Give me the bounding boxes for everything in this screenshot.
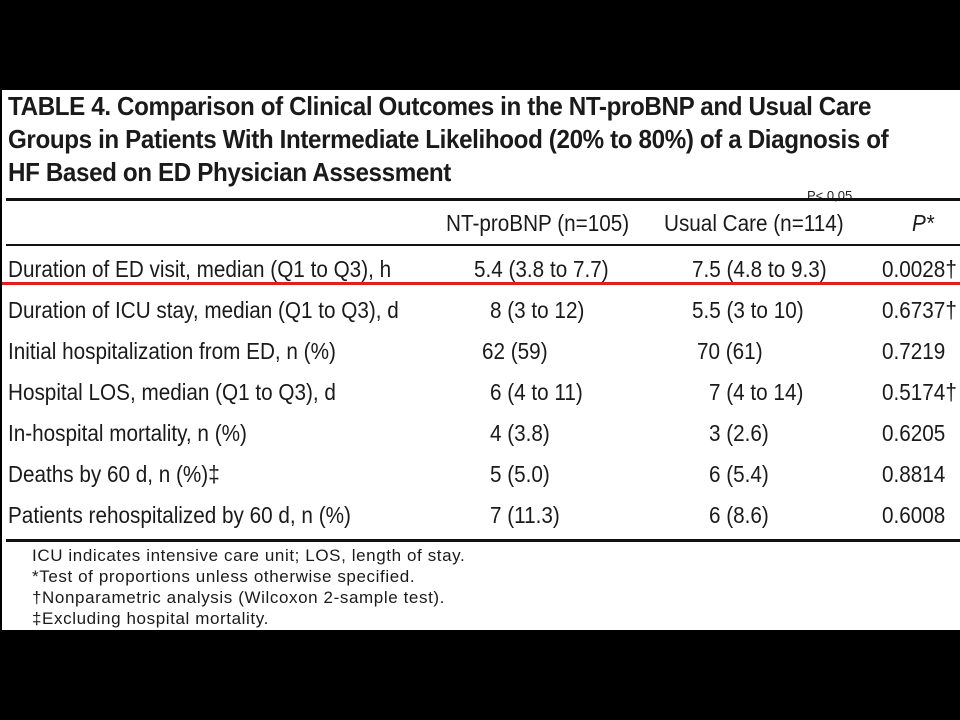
header-usual-care: Usual Care (n=114) xyxy=(664,210,844,236)
table-footnotes: ICU indicates intensive care unit; LOS, … xyxy=(32,545,465,629)
table-panel: TABLE 4. Comparison of Clinical Outcomes… xyxy=(2,90,960,630)
table-header-rule xyxy=(6,244,960,246)
row-label: Duration of ICU stay, median (Q1 to Q3),… xyxy=(8,297,399,323)
header-p-value: P* xyxy=(912,210,934,236)
table-row: In-hospital mortality, n (%) 4 (3.8) 3 (… xyxy=(2,420,960,461)
row-ntprobnp-value: 6 (4 to 11) xyxy=(490,379,583,405)
table-row: Initial hospitalization from ED, n (%) 6… xyxy=(2,338,960,379)
table-row: Duration of ED visit, median (Q1 to Q3),… xyxy=(2,256,960,297)
row-usual-care-value: 5.5 (3 to 10) xyxy=(692,297,804,323)
row-usual-care-value: 7.5 (4.8 to 9.3) xyxy=(692,256,827,282)
row-usual-care-value: 6 (8.6) xyxy=(709,502,769,528)
row-ntprobnp-value: 8 (3 to 12) xyxy=(490,297,585,323)
row-ntprobnp-value: 62 (59) xyxy=(482,338,548,364)
row-usual-care-value: 3 (2.6) xyxy=(709,420,769,446)
table-top-rule xyxy=(6,198,960,201)
row-label: Deaths by 60 d, n (%)‡ xyxy=(8,461,220,487)
row-ntprobnp-value: 7 (11.3) xyxy=(490,502,560,528)
row-ntprobnp-value: 4 (3.8) xyxy=(490,420,550,446)
footnote: *Test of proportions unless otherwise sp… xyxy=(32,567,416,586)
footnote: ‡Excluding hospital mortality. xyxy=(32,609,269,628)
slide-top-band xyxy=(0,0,960,90)
row-usual-care-value: 70 (61) xyxy=(697,338,763,364)
row-usual-care-value: 7 (4 to 14) xyxy=(709,379,804,405)
table-bottom-rule xyxy=(6,539,960,542)
row-p-value: 0.0028† xyxy=(882,256,957,282)
header-ntprobnp: NT-proBNP (n=105) xyxy=(446,210,630,236)
table-caption: TABLE 4. Comparison of Clinical Outcomes… xyxy=(8,91,889,187)
footnote: †Nonparametric analysis (Wilcoxon 2-samp… xyxy=(32,588,445,607)
table-row: Deaths by 60 d, n (%)‡ 5 (5.0) 6 (5.4) 0… xyxy=(2,461,960,502)
row-label: In-hospital mortality, n (%) xyxy=(8,420,247,446)
footnote: ICU indicates intensive care unit; LOS, … xyxy=(32,546,466,565)
row-label: Hospital LOS, median (Q1 to Q3), d xyxy=(8,379,336,405)
table-row: Duration of ICU stay, median (Q1 to Q3),… xyxy=(2,297,960,338)
row-p-value: 0.6737† xyxy=(882,297,957,323)
row-ntprobnp-value: 5 (5.0) xyxy=(490,461,550,487)
row-label: Duration of ED visit, median (Q1 to Q3),… xyxy=(8,256,392,282)
row-usual-care-value: 6 (5.4) xyxy=(709,461,769,487)
table-row: Hospital LOS, median (Q1 to Q3), d 6 (4 … xyxy=(2,379,960,420)
table-row: Patients rehospitalized by 60 d, n (%) 7… xyxy=(2,502,960,543)
row-p-value: 0.6205 xyxy=(882,420,946,446)
row-ntprobnp-value: 5.4 (3.8 to 7.7) xyxy=(474,256,609,282)
row-p-value: 0.8814 xyxy=(882,461,946,487)
red-highlight-underline xyxy=(2,282,960,285)
row-p-value: 0.7219 xyxy=(882,338,946,364)
row-p-value: 0.6008 xyxy=(882,502,946,528)
row-label: Patients rehospitalized by 60 d, n (%) xyxy=(8,502,351,528)
row-label: Initial hospitalization from ED, n (%) xyxy=(8,338,336,364)
row-p-value: 0.5174† xyxy=(882,379,957,405)
